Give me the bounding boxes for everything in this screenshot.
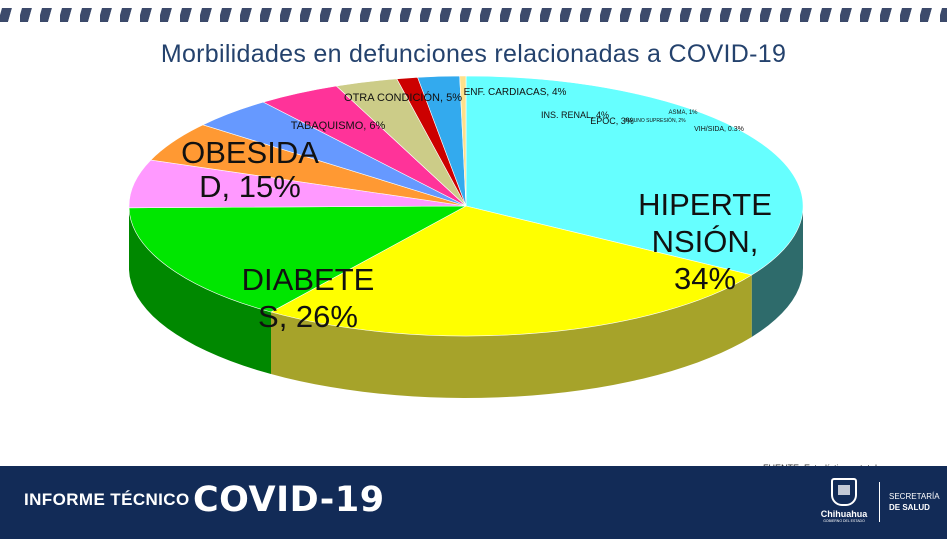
pie-sides — [129, 206, 803, 398]
pie-slice-diabetes — [270, 205, 753, 337]
pie-slice-tabaquismo — [128, 159, 467, 209]
slice-label-vih-sida: VIH/SIDA, 0.3% — [694, 126, 744, 133]
pie-slices — [128, 75, 804, 337]
pie-slice-obesidad — [128, 205, 467, 313]
chart-title: Morbilidades en defunciones relacionadas… — [160, 40, 787, 68]
footer-report-label: INFORME TÉCNICO — [24, 490, 190, 509]
footer-divider — [879, 482, 880, 522]
secretaria-label: SECRETARÍA — [889, 492, 940, 501]
chihuahua-logo: Chihuahua GOBIERNO DEL ESTADO — [818, 478, 870, 526]
slice-label-diabetes: DIABETE S, 26% — [242, 262, 375, 334]
pie-slice-hipertensi-n — [465, 75, 804, 276]
slice-label-otra-condici-n: OTRA CONDICIÓN, 5% — [344, 91, 462, 104]
salud-label: DE SALUD — [889, 503, 930, 512]
logo-subtitle: GOBIERNO DEL ESTADO — [823, 519, 865, 523]
slice-label-obesidad: OBESIDA D, 15% — [181, 135, 319, 204]
top-stripe-pattern — [0, 6, 947, 24]
pie-slice-vih-sida — [459, 75, 467, 207]
slice-label-tabaquismo: TABAQUISMO, 6% — [291, 120, 386, 132]
logo-name: Chihuahua — [820, 509, 868, 519]
slice-label-inmunosupresi-n: INMUNO SUPRESIÓN, 2% — [624, 117, 686, 124]
pie-side-2 — [129, 207, 271, 374]
slice-label-hipertensi-n: HIPERTE NSIÓN, 34% — [638, 187, 772, 296]
shield-icon — [831, 478, 857, 506]
slice-label-ins-renal: INS. RENAL, 4% — [541, 110, 609, 120]
footer-bar: INFORME TÉCNICO COVID-19 Chihuahua GOBIE… — [0, 466, 947, 539]
pie-side-1 — [271, 275, 752, 398]
footer-covid-title: COVID-19 — [193, 480, 385, 520]
slice-label-asma: ASMA, 1% — [668, 110, 698, 116]
slice-label-epoc: EPOC, 3% — [590, 116, 634, 126]
slice-label-enf-cardiacas: ENF. CARDIACAS, 4% — [464, 87, 567, 98]
pie-side-0 — [751, 206, 803, 337]
pie-labels: HIPERTE NSIÓN, 34% DIABETE S, 26% OBESIDA D, 1… — [181, 87, 772, 334]
